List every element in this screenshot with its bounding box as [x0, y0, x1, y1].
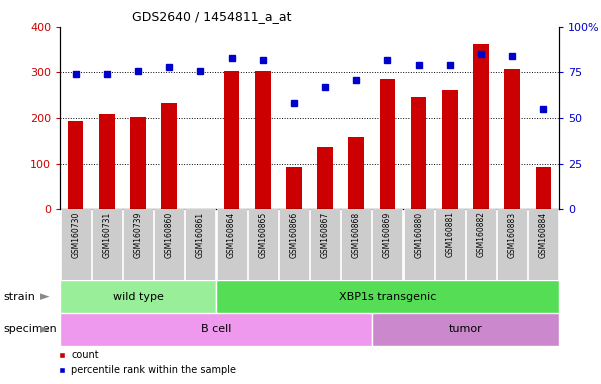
- FancyBboxPatch shape: [528, 209, 558, 280]
- Bar: [535, 167, 551, 209]
- Text: GSM160869: GSM160869: [383, 212, 392, 258]
- Bar: [317, 147, 333, 209]
- Text: ►: ►: [40, 323, 50, 336]
- Bar: [255, 71, 270, 209]
- Text: specimen: specimen: [3, 324, 56, 334]
- Text: GSM160739: GSM160739: [133, 212, 142, 258]
- Bar: [349, 137, 364, 209]
- FancyBboxPatch shape: [92, 209, 122, 280]
- Bar: [380, 79, 395, 209]
- Text: GSM160868: GSM160868: [352, 212, 361, 258]
- FancyBboxPatch shape: [404, 209, 433, 280]
- FancyBboxPatch shape: [310, 209, 340, 280]
- FancyBboxPatch shape: [435, 209, 465, 280]
- Text: GSM160883: GSM160883: [508, 212, 517, 258]
- Bar: [411, 97, 427, 209]
- Text: GSM160867: GSM160867: [320, 212, 329, 258]
- FancyBboxPatch shape: [154, 209, 184, 280]
- Text: GSM160861: GSM160861: [196, 212, 205, 258]
- Text: GSM160860: GSM160860: [165, 212, 174, 258]
- FancyBboxPatch shape: [373, 209, 403, 280]
- Bar: [442, 90, 457, 209]
- Bar: [473, 44, 489, 209]
- Text: GSM160866: GSM160866: [290, 212, 299, 258]
- Text: GSM160880: GSM160880: [414, 212, 423, 258]
- Bar: [372, 313, 559, 346]
- Text: GSM160881: GSM160881: [445, 212, 454, 257]
- Text: GSM160864: GSM160864: [227, 212, 236, 258]
- Bar: [130, 117, 146, 209]
- Bar: [60, 313, 372, 346]
- Text: GSM160730: GSM160730: [71, 212, 80, 258]
- FancyBboxPatch shape: [61, 209, 91, 280]
- Text: GSM160882: GSM160882: [477, 212, 486, 257]
- FancyBboxPatch shape: [341, 209, 371, 280]
- Bar: [99, 114, 115, 209]
- Bar: [286, 167, 302, 209]
- Text: GSM160884: GSM160884: [539, 212, 548, 258]
- Bar: [224, 71, 239, 209]
- Bar: [216, 280, 559, 313]
- Legend: count, percentile rank within the sample: count, percentile rank within the sample: [53, 346, 240, 379]
- Bar: [504, 69, 520, 209]
- FancyBboxPatch shape: [248, 209, 278, 280]
- FancyBboxPatch shape: [186, 209, 215, 280]
- Text: ►: ►: [40, 290, 50, 303]
- Text: GSM160865: GSM160865: [258, 212, 267, 258]
- Text: GDS2640 / 1454811_a_at: GDS2640 / 1454811_a_at: [132, 10, 291, 23]
- Text: XBP1s transgenic: XBP1s transgenic: [339, 291, 436, 302]
- FancyBboxPatch shape: [279, 209, 309, 280]
- Text: tumor: tumor: [448, 324, 482, 334]
- Text: wild type: wild type: [112, 291, 163, 302]
- Bar: [60, 280, 216, 313]
- Bar: [68, 121, 84, 209]
- FancyBboxPatch shape: [466, 209, 496, 280]
- Bar: [162, 104, 177, 209]
- Text: strain: strain: [3, 291, 35, 302]
- FancyBboxPatch shape: [123, 209, 153, 280]
- FancyBboxPatch shape: [497, 209, 527, 280]
- Text: B cell: B cell: [201, 324, 231, 334]
- Text: GSM160731: GSM160731: [102, 212, 111, 258]
- FancyBboxPatch shape: [216, 209, 246, 280]
